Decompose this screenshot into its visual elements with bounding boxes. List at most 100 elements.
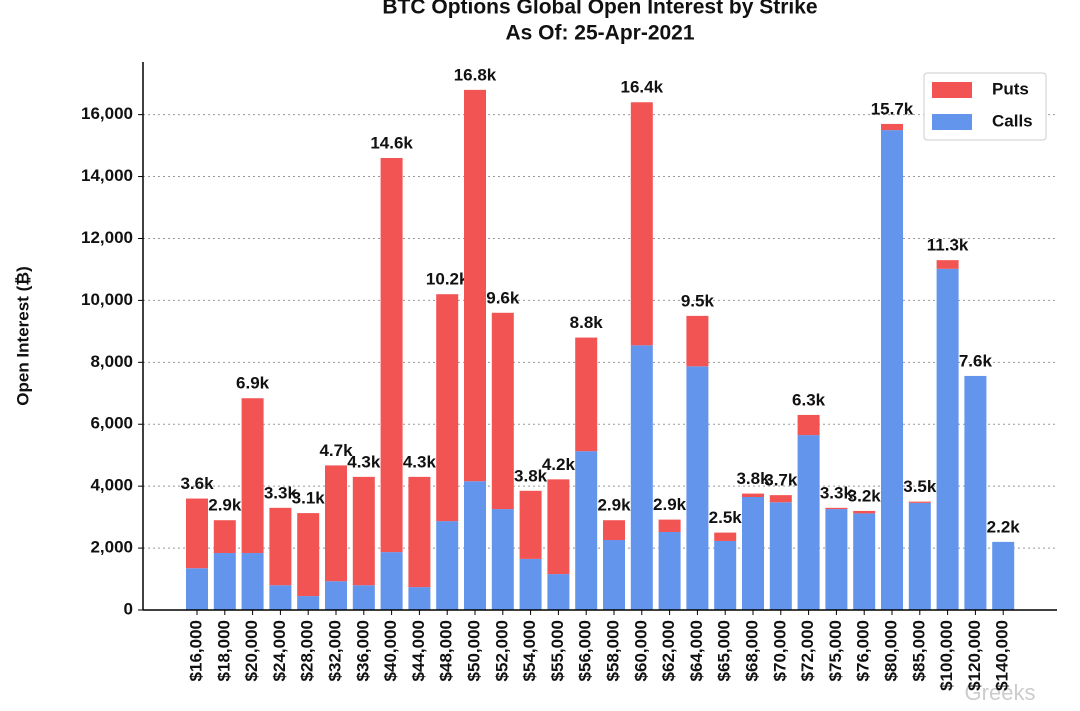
total-label: 10.2k xyxy=(426,270,469,289)
bar-segment xyxy=(825,509,848,610)
bar-segment xyxy=(352,585,375,610)
bar-segment xyxy=(297,596,320,610)
y-tick-label: 12,000 xyxy=(81,228,133,247)
bar-segment xyxy=(436,521,459,610)
x-tick-label: $64,000 xyxy=(687,620,706,681)
bar-segment xyxy=(352,476,375,586)
total-label: 6.9k xyxy=(236,374,270,393)
bar-segment xyxy=(408,587,431,610)
total-label: 11.3k xyxy=(927,236,969,255)
total-label: 3.6k xyxy=(180,474,214,493)
total-label: 4.2k xyxy=(542,455,576,474)
total-label: 3.1k xyxy=(292,489,326,508)
bar-segment xyxy=(714,540,737,610)
total-label: 3.8k xyxy=(514,466,548,485)
total-label: 4.3k xyxy=(403,452,437,471)
x-tick-label: $48,000 xyxy=(437,620,456,681)
bar-segment xyxy=(992,541,1015,610)
bar-segment xyxy=(213,553,236,610)
total-label: 14.6k xyxy=(370,133,413,152)
x-tick-label: $18,000 xyxy=(214,620,233,681)
bar-segment xyxy=(408,476,431,588)
bar-segment xyxy=(714,532,737,541)
x-tick-label: $140,000 xyxy=(993,620,1012,691)
x-tick-label: $85,000 xyxy=(909,620,928,681)
bar-segment xyxy=(742,493,764,497)
x-tick-label: $50,000 xyxy=(464,620,483,681)
bar-segment xyxy=(186,568,208,610)
bar-segment xyxy=(241,553,264,610)
total-label: 3.2k xyxy=(848,486,882,505)
y-axis-label: Open Interest (₿) xyxy=(13,266,32,405)
bar-segment xyxy=(241,398,264,554)
bar-segment xyxy=(797,414,820,436)
x-tick-label: $16,000 xyxy=(186,620,205,681)
legend-label: Puts xyxy=(992,79,1029,98)
x-tick-label: $72,000 xyxy=(798,620,817,681)
bar-segment xyxy=(213,520,236,554)
bar-segment xyxy=(297,513,320,597)
total-label: 2.9k xyxy=(208,496,242,515)
x-tick-label: $62,000 xyxy=(659,620,678,681)
chart-subtitle: As Of: 25-Apr-2021 xyxy=(505,22,694,45)
y-tick-label: 4,000 xyxy=(90,476,133,495)
y-tick-label: 6,000 xyxy=(90,414,133,433)
bar-segment xyxy=(769,495,792,503)
x-tick-label: $40,000 xyxy=(381,620,400,681)
watermark: Greeks xyxy=(965,680,1036,705)
bar-segment xyxy=(936,268,959,610)
legend-swatch xyxy=(932,82,972,98)
total-label: 3.5k xyxy=(903,477,937,496)
bar-segment xyxy=(464,89,486,482)
total-label: 3.8k xyxy=(736,469,770,488)
bar-segment xyxy=(380,552,403,610)
bar-segment xyxy=(575,337,598,452)
y-tick-label: 0 xyxy=(124,599,133,618)
bar-segment xyxy=(686,315,709,367)
x-tick-label: $120,000 xyxy=(965,620,984,691)
legend-swatch xyxy=(932,114,972,130)
y-tick-label: 10,000 xyxy=(81,290,133,309)
bar-segment xyxy=(964,375,987,610)
bar-segment xyxy=(436,294,459,522)
x-tick-label: $32,000 xyxy=(325,620,344,681)
legend-label: Calls xyxy=(992,111,1033,130)
bar-segment xyxy=(797,435,820,610)
total-label: 3.7k xyxy=(764,471,798,490)
bar-segment xyxy=(853,513,876,610)
chart-title: BTC Options Global Open Interest by Stri… xyxy=(382,0,817,19)
bar-segment xyxy=(325,465,347,582)
bar-segment xyxy=(575,451,598,610)
x-tick-label: $24,000 xyxy=(270,620,289,681)
bar-segment xyxy=(547,574,570,610)
x-tick-label: $60,000 xyxy=(631,620,650,681)
bar-segment xyxy=(269,585,292,610)
x-tick-label: $100,000 xyxy=(937,620,956,691)
total-label: 16.8k xyxy=(454,65,497,84)
x-tick-label: $55,000 xyxy=(548,620,567,681)
bar-segment xyxy=(464,481,486,610)
total-label: 2.5k xyxy=(709,508,743,527)
x-tick-label: $56,000 xyxy=(576,620,595,681)
bar-segment xyxy=(547,479,570,575)
bar-segment xyxy=(186,498,208,569)
bar-segment xyxy=(603,520,625,541)
total-label: 2.9k xyxy=(653,495,687,514)
x-tick-label: $65,000 xyxy=(715,620,734,681)
x-tick-label: $70,000 xyxy=(770,620,789,681)
x-tick-label: $75,000 xyxy=(826,620,845,681)
bar-segment xyxy=(491,312,514,510)
bar-segment xyxy=(908,501,931,503)
bar-segment xyxy=(380,157,403,553)
total-label: 9.6k xyxy=(486,288,520,307)
bar-segment xyxy=(936,260,959,269)
bar-segment xyxy=(742,496,764,610)
bar-segment xyxy=(491,509,514,610)
x-tick-label: $54,000 xyxy=(520,620,539,681)
x-tick-label: $76,000 xyxy=(854,620,873,681)
total-label: 3.3k xyxy=(264,483,298,502)
bar-segment xyxy=(658,519,681,532)
x-tick-label: $68,000 xyxy=(742,620,761,681)
bar-segment xyxy=(630,102,653,346)
